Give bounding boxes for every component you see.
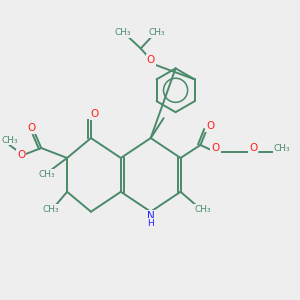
Text: CH₃: CH₃	[194, 205, 211, 214]
Text: O: O	[27, 123, 35, 133]
Text: O: O	[91, 109, 99, 119]
Text: N: N	[147, 211, 154, 221]
Text: O: O	[147, 56, 155, 65]
Text: CH₃: CH₃	[1, 136, 18, 145]
Text: CH₃: CH₃	[39, 170, 56, 179]
Text: CH₃: CH₃	[148, 28, 165, 37]
Text: H: H	[147, 219, 154, 228]
Text: O: O	[206, 121, 214, 131]
Text: CH₃: CH₃	[115, 28, 131, 37]
Text: O: O	[249, 143, 257, 153]
Text: CH₃: CH₃	[274, 143, 290, 152]
Text: O: O	[17, 150, 26, 160]
Text: CH₃: CH₃	[43, 205, 59, 214]
Text: O: O	[211, 143, 220, 153]
